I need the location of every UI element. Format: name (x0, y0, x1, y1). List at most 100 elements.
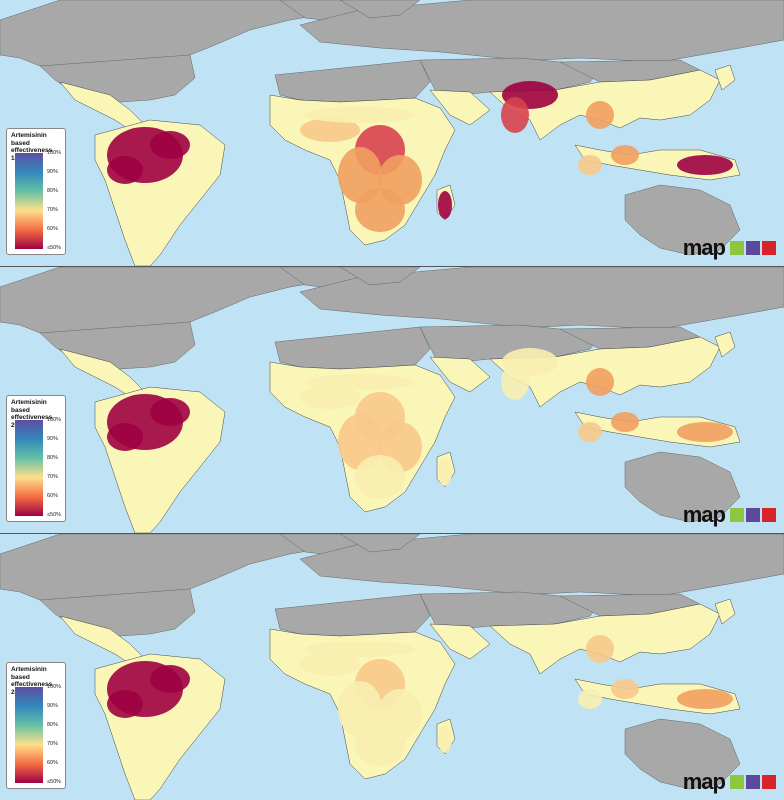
legend-title-line2: effectiveness (11, 147, 53, 154)
effectiveness-hotspot-madagascar (438, 458, 452, 486)
legend-title-line1: Artemisinin based (11, 132, 47, 147)
legend-tick-label: ≤50% (47, 245, 62, 251)
legend-color-ramp (15, 420, 43, 516)
land-no-risk (339, 0, 421, 19)
legend-tick-label: 90% (47, 169, 59, 175)
world-map (0, 534, 784, 800)
effectiveness-hotspot-africa (300, 652, 360, 676)
land-malaria-region (429, 356, 491, 393)
legend-tick-label: 100% (47, 417, 62, 423)
land-no-risk (299, 267, 784, 330)
effectiveness-hotspot-amazon (150, 398, 190, 426)
effectiveness-hotspot-sahel (305, 107, 415, 123)
effectiveness-hotspot-amazon (150, 131, 190, 159)
legend-tick-label: 100% (47, 684, 62, 690)
effectiveness-hotspot-africa (338, 414, 382, 470)
legend-tick-label: 80% (47, 455, 59, 461)
effectiveness-hotspot-sahel (305, 641, 415, 657)
effectiveness-hotspot-sahel (305, 374, 415, 390)
map-logo: map (682, 502, 776, 527)
legend-title-line2: effectiveness (11, 414, 53, 421)
effectiveness-hotspot-africa (355, 188, 405, 232)
legend-title-line1: Artemisinin based (11, 666, 47, 681)
effectiveness-hotspot-africa (300, 118, 360, 142)
map-panel-2011-2015: Artemisinin based effectiveness 2011-201… (0, 267, 784, 533)
legend-gradient (15, 153, 43, 249)
legend-tick-label: ≤50% (47, 779, 62, 785)
map-panel-2016-2019: Artemisinin based effectiveness 2016-201… (0, 534, 784, 800)
land-malaria-region (714, 598, 736, 625)
effectiveness-hotspot-india (501, 364, 529, 400)
logo-green-square (730, 241, 744, 255)
effectiveness-hotspot-africa (355, 455, 405, 499)
land-malaria-region (714, 64, 736, 91)
logo-wordmark: map (682, 769, 726, 794)
map-legend: Artemisinin based effectiveness 1991-200… (6, 128, 66, 255)
effectiveness-hotspot-africa (300, 385, 360, 409)
effectiveness-hotspot-africa (355, 722, 405, 766)
legend-tick-label: 100% (47, 150, 62, 156)
land-no-risk (624, 718, 741, 790)
legend-ticks: 100% 90% 80% 70% 60% ≤50% (47, 684, 65, 786)
effectiveness-hotspot-seasia (578, 422, 602, 442)
legend-tick-label: 70% (47, 741, 59, 747)
logo-wordmark: map (682, 235, 726, 260)
logo-purple-square (746, 508, 760, 522)
effectiveness-hotspot-seasia (611, 145, 639, 165)
legend-tick-label: 60% (47, 493, 59, 499)
effectiveness-hotspot-seasia (578, 689, 602, 709)
land-malaria-region (429, 623, 491, 660)
land-no-risk (339, 534, 421, 553)
logo-wordmark: map (682, 502, 726, 527)
effectiveness-hotspot-seasia (586, 101, 614, 129)
map-legend: Artemisinin based effectiveness 2011-201… (6, 395, 66, 522)
logo-red-square (762, 775, 776, 789)
logo-purple-square (746, 241, 760, 255)
legend-ticks: 100% 90% 80% 70% 60% ≤50% (47, 417, 65, 519)
world-map (0, 267, 784, 533)
effectiveness-hotspot-amazon (107, 423, 143, 451)
legend-ticks: 100% 90% 80% 70% 60% ≤50% (47, 150, 65, 252)
legend-tick-label: 70% (47, 474, 59, 480)
land-no-risk (299, 0, 784, 63)
legend-tick-label: 90% (47, 436, 59, 442)
land-malaria-region (714, 331, 736, 358)
land-no-risk (299, 534, 784, 597)
effectiveness-hotspot-png (677, 155, 733, 175)
panel-divider (0, 266, 784, 267)
logo-red-square (762, 241, 776, 255)
effectiveness-hotspot-madagascar (438, 191, 452, 219)
land-no-risk (339, 267, 421, 286)
effectiveness-hotspot-india (501, 97, 529, 133)
legend-tick-label: ≤50% (47, 512, 62, 518)
land-no-risk (624, 451, 741, 523)
effectiveness-hotspot-png (677, 422, 733, 442)
effectiveness-hotspot-seasia (578, 155, 602, 175)
legend-tick-label: 80% (47, 188, 59, 194)
map-panel-1991-2000: Artemisinin based effectiveness 1991-200… (0, 0, 784, 266)
logo-purple-square (746, 775, 760, 789)
legend-gradient (15, 420, 43, 516)
panel-divider (0, 533, 784, 534)
land-malaria-region (429, 89, 491, 126)
logo-green-square (730, 508, 744, 522)
legend-color-ramp (15, 687, 43, 783)
legend-tick-label: 70% (47, 207, 59, 213)
effectiveness-hotspot-amazon (107, 690, 143, 718)
effectiveness-hotspot-madagascar (438, 725, 452, 753)
effectiveness-hotspot-amazon (107, 156, 143, 184)
legend-color-ramp (15, 153, 43, 249)
map-logo: map (682, 769, 776, 794)
legend-tick-label: 80% (47, 722, 59, 728)
land-no-risk (624, 184, 741, 256)
legend-title-line2: effectiveness (11, 681, 53, 688)
effectiveness-hotspot-png (677, 689, 733, 709)
legend-title-line1: Artemisinin based (11, 399, 47, 414)
effectiveness-hotspot-seasia (611, 412, 639, 432)
legend-tick-label: 60% (47, 760, 59, 766)
world-map (0, 0, 784, 266)
legend-tick-label: 60% (47, 226, 59, 232)
map-logo: map (682, 235, 776, 260)
legend-gradient (15, 687, 43, 783)
legend-tick-label: 90% (47, 703, 59, 709)
